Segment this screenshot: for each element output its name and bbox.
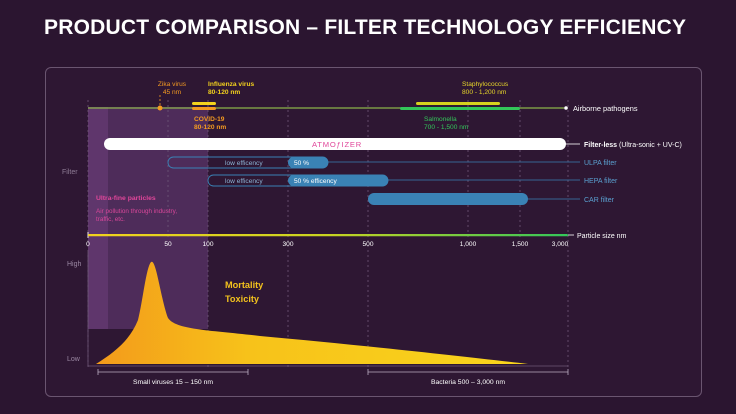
atmo-label: Filter-less (Ultra-sonic + UV-C) <box>584 142 682 149</box>
ulpa-bar <box>288 157 328 168</box>
salmonella-bar <box>400 107 520 110</box>
car-row: CAR filter <box>368 193 615 205</box>
hepa-bar <box>288 175 388 186</box>
small-viruses-label: Small viruses 15 – 150 nm <box>133 379 213 386</box>
car-label: CAR filter <box>584 197 615 204</box>
axis-tick-0: 0 <box>86 241 90 248</box>
hepa-left-text: low efficency <box>225 178 263 185</box>
ulpa-left-text: low efficency <box>225 160 263 167</box>
pathogen-row: Zika virus 45 nm Influenza virus 80-120 … <box>88 81 638 131</box>
chart-high-label: High <box>67 261 82 268</box>
axis-tick-3000: 3,000 <box>552 241 569 248</box>
legend-toxicity: Toxicity <box>225 294 260 304</box>
salmonella-name: Salmonella <box>424 116 457 123</box>
hepa-row: low efficency 50 % efficency HEPA filter <box>207 174 618 187</box>
filter-side-label: Filter <box>62 169 78 176</box>
car-bar <box>368 193 528 205</box>
influenza-bar <box>192 102 216 105</box>
hepa-bar-text: 50 % efficency <box>294 178 337 185</box>
axis-tick-50: 50 <box>164 241 172 248</box>
mortality-curve <box>96 261 528 364</box>
staphylococcus-name: Staphylococcus <box>462 81 509 88</box>
pathogen-row-label: Airborne pathogens <box>573 104 638 113</box>
ulpa-label: ULPA filter <box>584 160 617 167</box>
ultrafine-title: Ultra-fine particles <box>96 195 156 202</box>
ultrafine-band-inner <box>88 107 108 329</box>
particle-size-axis: Particle size nm 0 50 100 300 500 1,000 … <box>86 232 627 248</box>
bacteria-label: Bacteria 500 – 3,000 nm <box>431 379 505 386</box>
covid-bar <box>192 107 216 110</box>
ulpa-bar-text: 50 % <box>294 160 309 167</box>
axis-tick-1000: 1,000 <box>460 241 477 248</box>
atmo-label-bold: Filter-less <box>584 142 617 149</box>
mortality-chart: High Low Mortality Toxicity <box>67 252 568 367</box>
staphylococcus-size: 800 - 1,200 nm <box>462 89 507 96</box>
hepa-label: HEPA filter <box>584 178 618 185</box>
legend-mortality: Mortality <box>225 280 264 290</box>
atmo-label-rest: (Ultra-sonic + UV-C) <box>617 142 682 149</box>
range-brackets: Small viruses 15 – 150 nm Bacteria 500 –… <box>97 369 569 386</box>
ultrafine-desc-1: Air pollution through industry, <box>96 208 177 215</box>
atmo-brand: ATMOƒIZER <box>312 140 362 149</box>
axis-tick-300: 300 <box>282 241 293 248</box>
covid-size: 80-120 nm <box>194 124 226 131</box>
influenza-name: Influenza virus <box>208 81 254 88</box>
covid-name: COVID-19 <box>194 116 225 123</box>
axis-tick-500: 500 <box>362 241 373 248</box>
influenza-size: 80-120 nm <box>208 89 240 96</box>
atmo-row: ATMOƒIZER Filter-less (Ultra-sonic + UV-… <box>104 138 682 150</box>
zika-size: 45 nm <box>163 89 182 96</box>
ultrafine-desc-2: traffic, etc. <box>96 216 125 223</box>
axis-tick-1500: 1,500 <box>512 241 529 248</box>
zika-name: Zika virus <box>158 81 187 88</box>
chart-low-label: Low <box>67 356 81 363</box>
staphylococcus-bar <box>416 102 500 105</box>
axis-label: Particle size nm <box>577 233 627 240</box>
pathogen-line-end <box>564 106 568 110</box>
axis-tick-100: 100 <box>202 241 213 248</box>
ulpa-row: low efficency 50 % ULPA filter <box>167 156 617 169</box>
atmo-bar <box>104 138 566 150</box>
page-title: PRODUCT COMPARISON – FILTER TECHNOLOGY E… <box>44 16 687 39</box>
axis-bar <box>88 234 568 237</box>
salmonella-size: 700 - 1,500 nm <box>424 124 469 131</box>
zika-dot <box>157 105 163 111</box>
